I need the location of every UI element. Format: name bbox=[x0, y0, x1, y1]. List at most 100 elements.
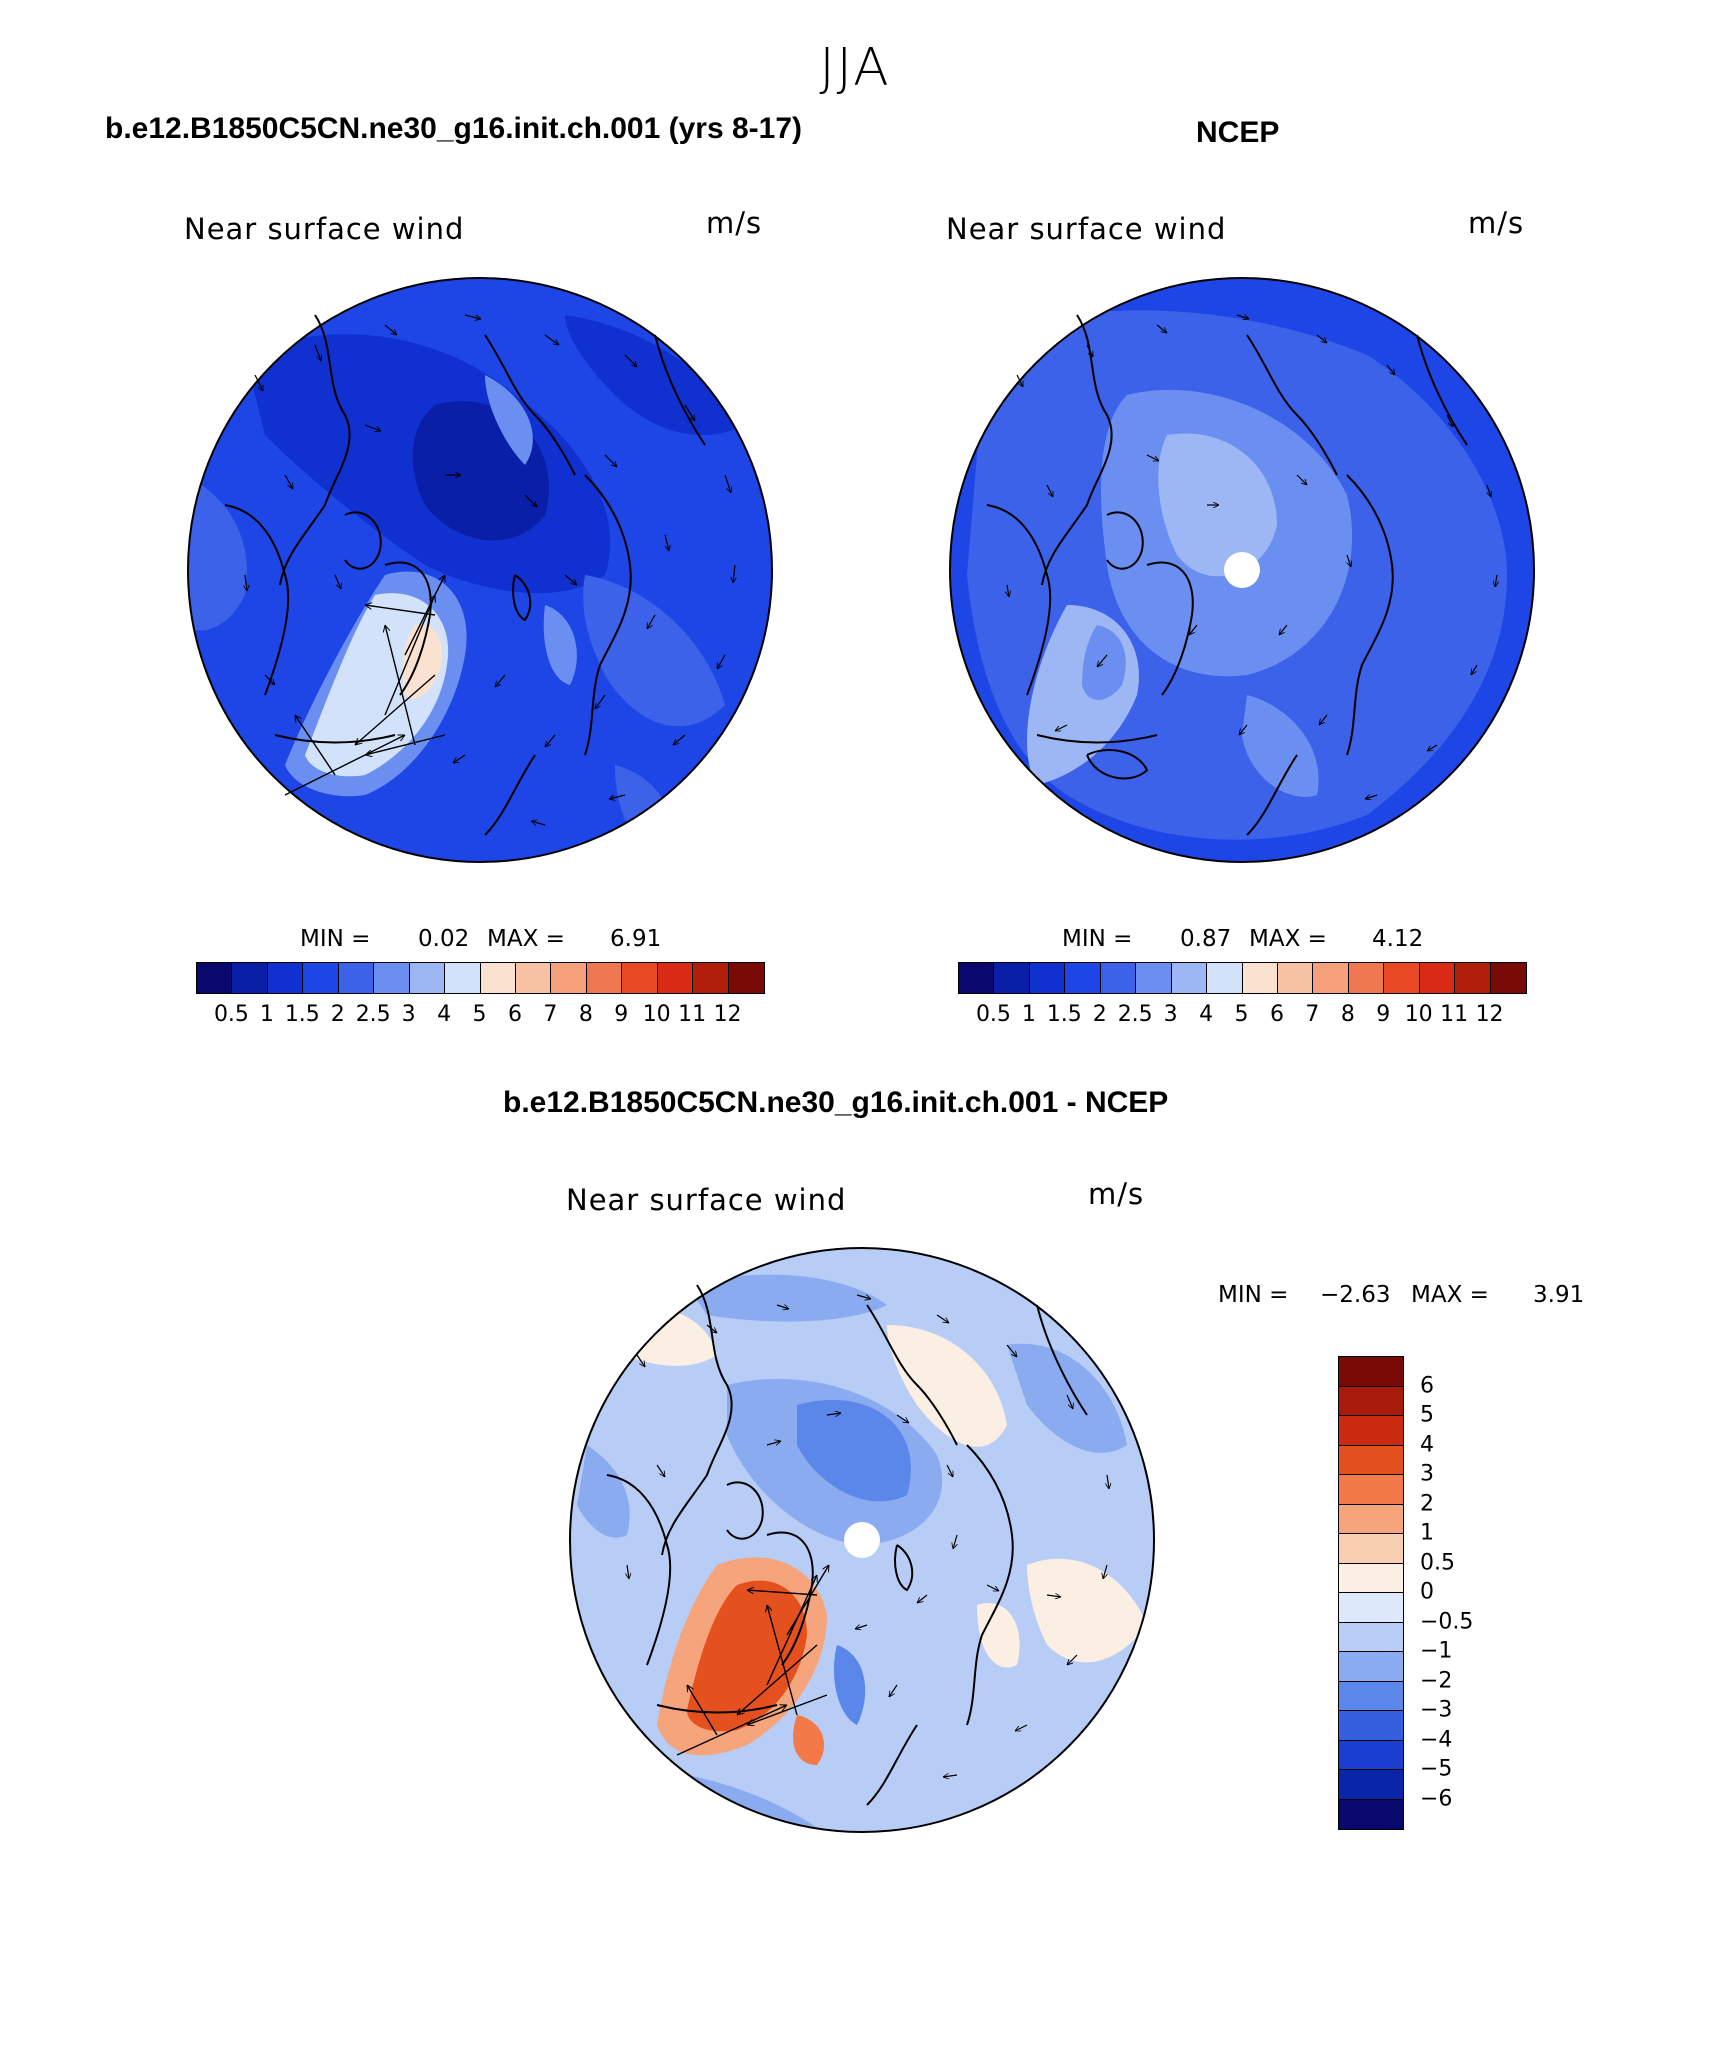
colorbar-tick-label: 0.5 bbox=[975, 1002, 1011, 1027]
colorbar-tick-label: 2.5 bbox=[355, 1002, 391, 1027]
colorbar-swatch bbox=[1490, 963, 1526, 993]
colorbar-swatch bbox=[1242, 963, 1278, 993]
variable-label-model: Near surface wind bbox=[184, 212, 465, 246]
colorbar-swatch bbox=[1136, 963, 1172, 993]
colorbar-swatch bbox=[515, 963, 552, 993]
colorbar-tick-label: 4 bbox=[1420, 1432, 1434, 1457]
max-value-diff: 3.91 bbox=[1533, 1282, 1585, 1308]
colorbar-swatch bbox=[1207, 963, 1243, 993]
colorbar-tick-label: 10 bbox=[642, 1002, 671, 1027]
colorbar-ticks-obs: 0.5 1 1.5 2 2.5 3 4 5 6 7 8 9 10 11 12 bbox=[958, 1002, 1525, 1032]
colorbar-tick-label: 8 bbox=[1340, 1002, 1355, 1027]
colorbar-swatch bbox=[374, 963, 410, 993]
colorbar-swatch bbox=[693, 963, 729, 993]
season-title: JJA bbox=[819, 38, 891, 98]
colorbar-tick-label: 1 bbox=[259, 1002, 274, 1027]
colorbar-swatch bbox=[445, 963, 481, 993]
min-label-model: MIN = bbox=[300, 926, 371, 952]
polar-map-diff bbox=[569, 1247, 1155, 1833]
colorbar-swatch bbox=[303, 963, 339, 993]
colorbar-swatch bbox=[1339, 1740, 1403, 1770]
colorbar-tick-label: −2 bbox=[1420, 1668, 1453, 1693]
colorbar-tick-label: 1 bbox=[1021, 1002, 1036, 1027]
panel-title-model: b.e12.B1850C5CN.ne30_g16.init.ch.001 (yr… bbox=[105, 112, 803, 145]
colorbar-tick-label: 2 bbox=[1092, 1002, 1107, 1027]
colorbar-swatch bbox=[267, 963, 304, 993]
colorbar-swatch bbox=[1348, 963, 1385, 993]
variable-label-obs: Near surface wind bbox=[946, 212, 1227, 246]
min-label-obs: MIN = bbox=[1062, 926, 1133, 952]
colorbar-swatch bbox=[959, 963, 995, 993]
max-label-obs: MAX = bbox=[1249, 926, 1327, 952]
max-label-model: MAX = bbox=[487, 926, 565, 952]
colorbar-tick-label: 11 bbox=[678, 1002, 707, 1027]
colorbar-swatch bbox=[1339, 1416, 1403, 1446]
units-label-obs: m/s bbox=[1468, 206, 1525, 240]
colorbar-tick-label: 0.5 bbox=[213, 1002, 249, 1027]
colorbar-tick-label: 11 bbox=[1440, 1002, 1469, 1027]
colorbar-swatch bbox=[409, 963, 446, 993]
colorbar-swatch bbox=[1339, 1593, 1403, 1623]
colorbar-tick-label: 6 bbox=[507, 1002, 522, 1027]
colorbar-tick-label: 0.5 bbox=[1420, 1550, 1455, 1575]
colorbar-tick-label: −6 bbox=[1420, 1786, 1453, 1811]
colorbar-tick-label: 12 bbox=[713, 1002, 742, 1027]
min-label-diff: MIN = bbox=[1218, 1282, 1289, 1308]
colorbar-tick-label: 5 bbox=[472, 1002, 487, 1027]
colorbar-swatch bbox=[1339, 1652, 1403, 1682]
colorbar-tick-label: 7 bbox=[1305, 1002, 1320, 1027]
min-value-obs: 0.87 bbox=[1180, 926, 1232, 952]
colorbar-tick-label: 2.5 bbox=[1117, 1002, 1153, 1027]
polar-map-obs bbox=[949, 277, 1535, 863]
max-label-diff: MAX = bbox=[1411, 1282, 1489, 1308]
colorbar-swatch bbox=[1339, 1504, 1403, 1534]
units-label-model: m/s bbox=[706, 206, 763, 240]
colorbar-tick-label: 3 bbox=[1163, 1002, 1178, 1027]
colorbar-swatch bbox=[1100, 963, 1137, 993]
colorbar-swatch bbox=[197, 963, 233, 993]
colorbar-swatch bbox=[657, 963, 694, 993]
colorbar-tick-label: 7 bbox=[543, 1002, 558, 1027]
colorbar-tick-label: 4 bbox=[1199, 1002, 1214, 1027]
colorbar-tick-label: 5 bbox=[1234, 1002, 1249, 1027]
colorbar-swatch bbox=[1339, 1770, 1403, 1800]
colorbar-ticks-model: 0.5 1 1.5 2 2.5 3 4 5 6 7 8 9 10 11 12 bbox=[196, 1002, 763, 1032]
colorbar-tick-label: −0.5 bbox=[1420, 1609, 1474, 1634]
colorbar-swatch bbox=[551, 963, 587, 993]
colorbar-swatch bbox=[1313, 963, 1349, 993]
colorbar-swatch bbox=[1339, 1681, 1403, 1711]
colorbar-swatch bbox=[1455, 963, 1491, 993]
polar-map-model bbox=[187, 277, 773, 863]
colorbar-tick-label: 3 bbox=[401, 1002, 416, 1027]
colorbar-tick-label: 9 bbox=[614, 1002, 629, 1027]
colorbar-swatch bbox=[1029, 963, 1066, 993]
colorbar-ticks-diff: 6 5 4 3 2 1 0.5 0 −0.5 −1 −2 −3 −4 −5 −6 bbox=[1420, 1356, 1500, 1828]
colorbar-model bbox=[196, 962, 765, 994]
colorbar-tick-label: 3 bbox=[1420, 1461, 1434, 1487]
colorbar-swatch bbox=[1339, 1386, 1403, 1416]
colorbar-tick-label: 1 bbox=[1420, 1520, 1434, 1546]
colorbar-tick-label: 4 bbox=[437, 1002, 452, 1027]
colorbar-swatch bbox=[1339, 1475, 1403, 1505]
colorbar-swatch bbox=[1339, 1799, 1403, 1829]
colorbar-swatch bbox=[1339, 1534, 1403, 1564]
colorbar-tick-label: 5 bbox=[1420, 1402, 1434, 1428]
max-value-model: 6.91 bbox=[610, 926, 662, 952]
colorbar-tick-label: 6 bbox=[1420, 1373, 1434, 1398]
colorbar-diff bbox=[1338, 1356, 1404, 1830]
colorbar-tick-label: 0 bbox=[1420, 1579, 1434, 1605]
colorbar-tick-label: 2 bbox=[330, 1002, 345, 1027]
units-label-diff: m/s bbox=[1088, 1177, 1145, 1211]
colorbar-swatch bbox=[1171, 963, 1208, 993]
min-value-diff: −2.63 bbox=[1320, 1282, 1391, 1308]
colorbar-tick-label: −4 bbox=[1420, 1727, 1453, 1752]
colorbar-swatch bbox=[586, 963, 623, 993]
colorbar-swatch bbox=[1339, 1563, 1403, 1593]
colorbar-tick-label: 1.5 bbox=[1046, 1002, 1082, 1027]
colorbar-tick-label: −3 bbox=[1420, 1697, 1453, 1723]
colorbar-swatch bbox=[1277, 963, 1314, 993]
variable-label-diff: Near surface wind bbox=[566, 1183, 847, 1217]
colorbar-swatch bbox=[1339, 1357, 1403, 1387]
colorbar-tick-label: 2 bbox=[1420, 1491, 1434, 1516]
colorbar-swatch bbox=[1065, 963, 1101, 993]
